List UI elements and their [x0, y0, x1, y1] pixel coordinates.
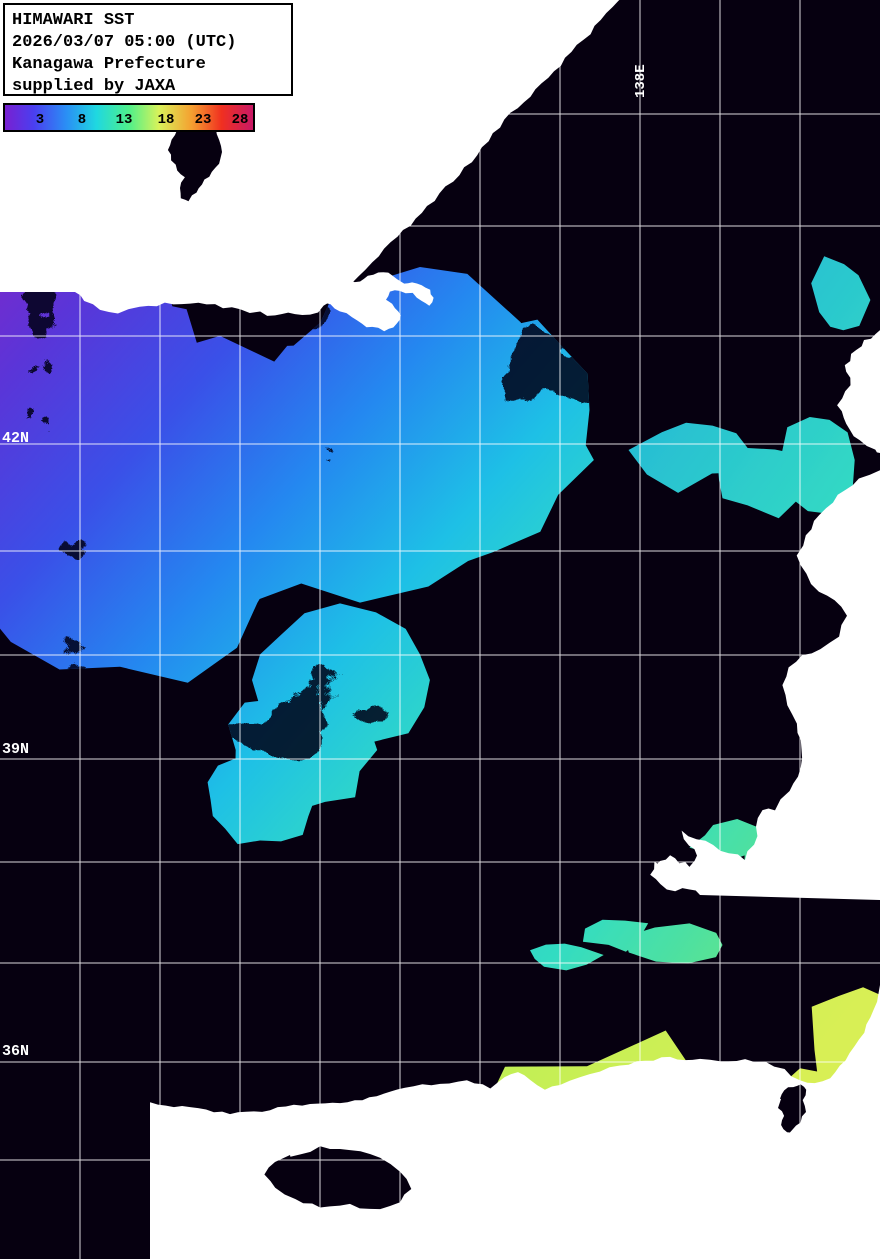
- svg-text:2026/03/07 05:00 (UTC): 2026/03/07 05:00 (UTC): [12, 33, 236, 52]
- svg-text:23: 23: [195, 112, 212, 128]
- svg-text:138E: 138E: [633, 64, 649, 98]
- svg-text:3: 3: [36, 112, 44, 128]
- svg-text:HIMAWARI SST: HIMAWARI SST: [12, 11, 134, 30]
- svg-text:28: 28: [232, 112, 249, 128]
- svg-text:36N: 36N: [2, 1043, 29, 1060]
- svg-text:supplied by JAXA: supplied by JAXA: [12, 77, 176, 96]
- svg-text:13: 13: [116, 112, 133, 128]
- svg-text:42N: 42N: [2, 430, 29, 447]
- svg-text:8: 8: [78, 112, 86, 128]
- svg-text:39N: 39N: [2, 741, 29, 758]
- svg-text:18: 18: [158, 112, 175, 128]
- svg-text:Kanagawa Prefecture: Kanagawa Prefecture: [12, 55, 206, 74]
